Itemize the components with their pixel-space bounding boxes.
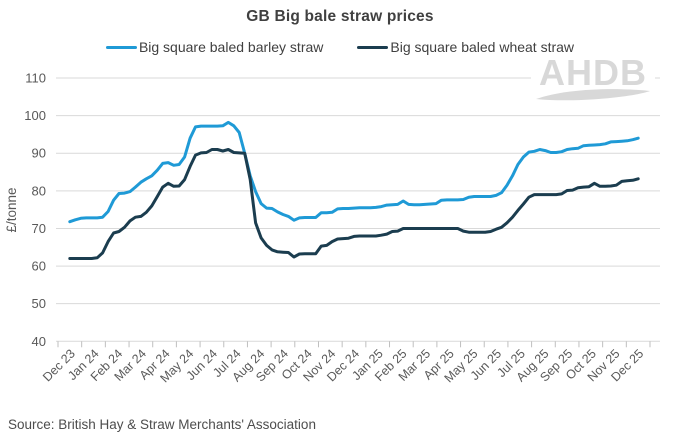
y-axis-labels: 110 100 90 80 70 60 50 40 (24, 71, 46, 349)
y-tick-label-110: 110 (25, 71, 46, 86)
legend-item-barley: Big square baled barley straw (105, 39, 324, 55)
y-tick-label-70: 70 (32, 221, 46, 236)
legend-label-barley: Big square baled barley straw (138, 39, 324, 55)
y-tick-label-50: 50 (32, 296, 46, 311)
wheat-series-line (68, 148, 640, 260)
ahdb-swoosh-icon (536, 89, 650, 101)
barley-series-line (68, 120, 640, 224)
legend-label-wheat: Big square baled wheat straw (390, 39, 575, 55)
y-tick-label-40: 40 (32, 334, 46, 349)
y-tick-label-80: 80 (32, 183, 46, 198)
legend-item-wheat: Big square baled wheat straw (357, 39, 574, 55)
y-tick-label-90: 90 (32, 146, 46, 161)
wheat-line-swatch (357, 45, 389, 49)
y-tick-label-60: 60 (32, 259, 46, 274)
y-tick-label-100: 100 (24, 108, 46, 123)
ahdb-watermark-text: AHDB (539, 52, 647, 93)
source-attribution: Source: British Hay & Straw Merchants' A… (8, 417, 316, 432)
ahdb-watermark: AHDB (531, 55, 655, 107)
x-axis-ticks (57, 341, 651, 348)
chart-legend: Big square baled barley straw Big square… (0, 39, 680, 55)
y-axis-title: £/tonne (4, 187, 19, 232)
chart-title: GB Big bale straw prices (246, 8, 434, 25)
barley-line-swatch (105, 45, 137, 49)
